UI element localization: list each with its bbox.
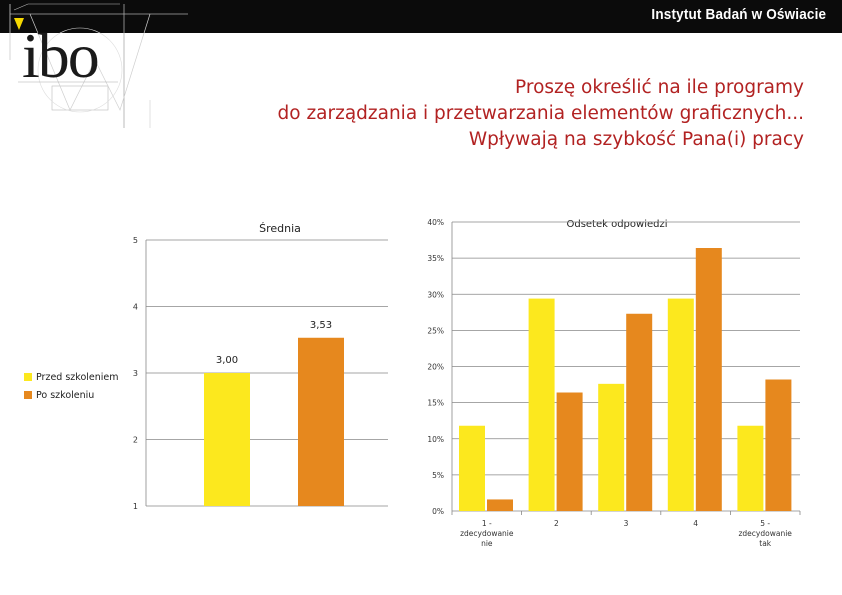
mean-bar-after xyxy=(298,337,344,506)
mean-y-tick-label: 3 xyxy=(133,369,138,378)
title-line-2: do zarządzania i przetwarzania elementów… xyxy=(277,103,804,124)
distribution-chart-title: Odsetek odpowiedzi xyxy=(566,219,667,230)
legend-label-before: Przed szkoleniem xyxy=(36,371,119,383)
distribution-bar-after xyxy=(695,248,722,511)
mean-data-label: 3,53 xyxy=(310,320,332,331)
distribution-y-tick-label: 35% xyxy=(427,254,444,263)
distribution-x-tick-label: 3 xyxy=(624,519,629,528)
distribution-bar-before xyxy=(598,383,625,511)
header-bar: Instytut Badań w Oświacie xyxy=(0,0,842,33)
legend-swatch-after xyxy=(24,391,32,399)
logo-graphic xyxy=(9,3,188,128)
distribution-bar-after xyxy=(487,499,513,511)
logo-text: ibo xyxy=(22,20,100,91)
legend-label-after: Po szkoleniu xyxy=(36,389,95,401)
mean-bar-before xyxy=(204,373,250,506)
legend-swatch-before xyxy=(24,373,32,381)
distribution-y-tick-label: 5% xyxy=(432,471,444,480)
distribution-x-tick-label: 1 -zdecydowanie nie xyxy=(460,519,514,548)
slide-title: Proszę określić na ile programy do zarzą… xyxy=(204,75,804,153)
legend: Przed szkoleniem Po szkoleniu xyxy=(24,368,119,404)
distribution-bar-after xyxy=(765,379,792,511)
distribution-y-tick-label: 20% xyxy=(427,363,444,372)
mean-y-tick-label: 2 xyxy=(133,436,138,445)
distribution-y-tick-label: 40% xyxy=(427,218,444,227)
institute-name: Instytut Badań w Oświacie xyxy=(651,6,826,23)
title-line-1: Proszę określić na ile programy xyxy=(515,77,804,98)
distribution-x-tick-label: 5 -zdecydowanie tak xyxy=(738,519,792,548)
distribution-y-tick-label: 15% xyxy=(427,399,444,408)
mean-y-tick-label: 5 xyxy=(133,236,138,245)
mean-y-tick-label: 4 xyxy=(133,303,138,312)
distribution-x-tick-label: 4 xyxy=(693,519,698,528)
distribution-bar-after xyxy=(626,313,653,511)
distribution-bar-before xyxy=(528,298,555,511)
distribution-bar-before xyxy=(737,425,764,511)
legend-item-before: Przed szkoleniem xyxy=(24,368,119,386)
distribution-y-tick-label: 25% xyxy=(427,326,444,335)
title-line-3: Wpływają na szybkość Pana(i) pracy xyxy=(468,129,804,150)
logo: ibo xyxy=(0,0,200,130)
mean-chart-title: Średnia xyxy=(259,222,301,235)
distribution-bar-after xyxy=(556,392,583,511)
distribution-y-tick-label: 10% xyxy=(427,435,444,444)
mean-gridlines xyxy=(146,239,388,507)
distribution-bar-before xyxy=(459,425,485,511)
legend-item-after: Po szkoleniu xyxy=(24,386,119,404)
distribution-y-tick-label: 30% xyxy=(427,290,444,299)
distribution-bar-before xyxy=(667,298,694,511)
mean-data-label: 3,00 xyxy=(216,355,238,366)
mean-y-tick-label: 1 xyxy=(133,502,138,511)
distribution-y-tick-label: 0% xyxy=(432,507,444,516)
distribution-x-tick-label: 2 xyxy=(554,519,559,528)
